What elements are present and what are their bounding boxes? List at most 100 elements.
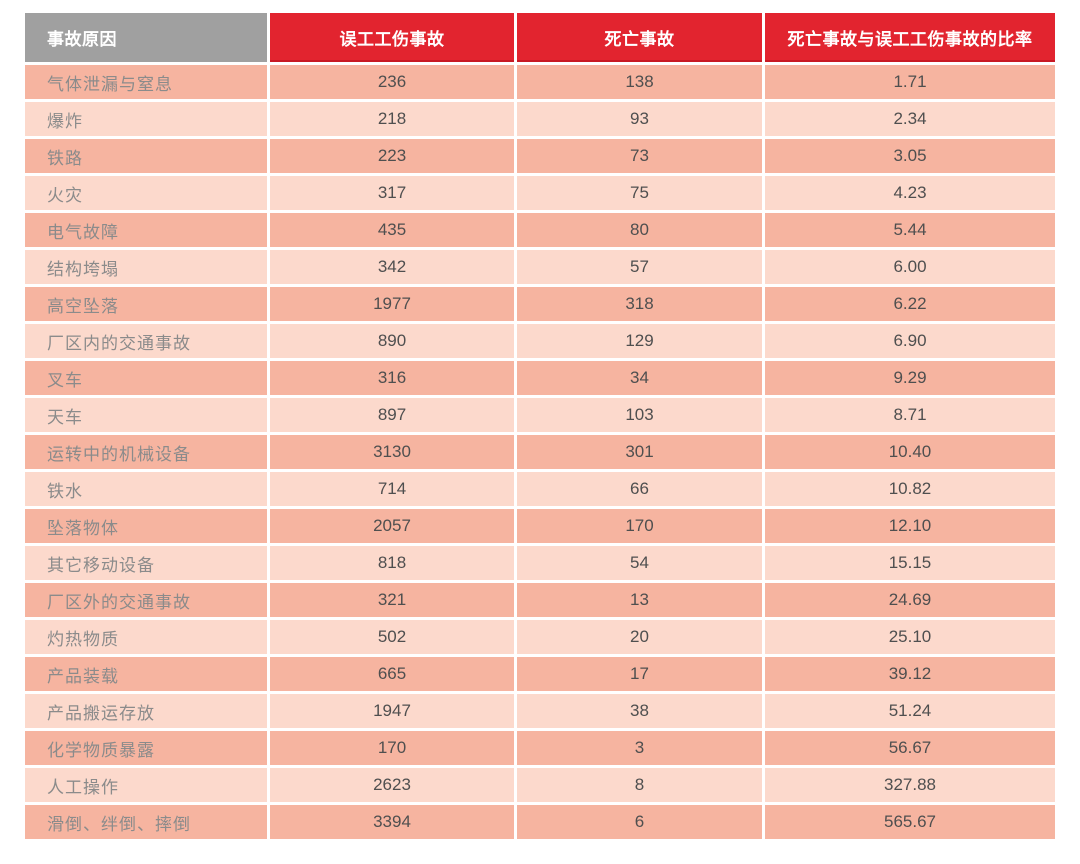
cell-accident-cause: 爆炸 <box>25 102 267 136</box>
cell-accident-cause: 铁路 <box>25 139 267 173</box>
cell-accident-cause: 产品装载 <box>25 657 267 691</box>
table-row: 爆炸 218 93 2.34 <box>25 102 1055 136</box>
cell-fatal-accidents: 73 <box>517 139 762 173</box>
cell-lost-time-injuries: 316 <box>270 361 514 395</box>
cell-lost-time-injuries: 665 <box>270 657 514 691</box>
table-row: 其它移动设备 818 54 15.15 <box>25 546 1055 580</box>
table-row: 化学物质暴露 170 3 56.67 <box>25 731 1055 765</box>
table-row: 天车 897 103 8.71 <box>25 398 1055 432</box>
cell-lost-time-injuries: 435 <box>270 213 514 247</box>
cell-accident-cause: 滑倒、绊倒、摔倒 <box>25 805 267 839</box>
cell-lost-time-injuries: 714 <box>270 472 514 506</box>
cell-fatal-accidents: 57 <box>517 250 762 284</box>
cell-fatal-accidents: 66 <box>517 472 762 506</box>
cell-accident-cause: 灼热物质 <box>25 620 267 654</box>
cell-fatal-accidents: 93 <box>517 102 762 136</box>
cell-fatality-injury-ratio: 4.23 <box>765 176 1055 210</box>
cell-fatality-injury-ratio: 2.34 <box>765 102 1055 136</box>
cell-lost-time-injuries: 502 <box>270 620 514 654</box>
cell-fatality-injury-ratio: 3.05 <box>765 139 1055 173</box>
table-row: 高空坠落 1977 318 6.22 <box>25 287 1055 321</box>
table-row: 坠落物体 2057 170 12.10 <box>25 509 1055 543</box>
cell-fatal-accidents: 170 <box>517 509 762 543</box>
cell-accident-cause: 厂区外的交通事故 <box>25 583 267 617</box>
cell-accident-cause: 厂区内的交通事故 <box>25 324 267 358</box>
table-body: 气体泄漏与窒息 236 138 1.71 爆炸 218 93 2.34 铁路 2… <box>25 65 1055 839</box>
header-accident-cause: 事故原因 <box>25 13 267 62</box>
cell-fatality-injury-ratio: 6.22 <box>765 287 1055 321</box>
table-row: 人工操作 2623 8 327.88 <box>25 768 1055 802</box>
cell-accident-cause: 化学物质暴露 <box>25 731 267 765</box>
cell-accident-cause: 结构垮塌 <box>25 250 267 284</box>
cell-fatal-accidents: 34 <box>517 361 762 395</box>
cell-fatal-accidents: 138 <box>517 65 762 99</box>
cell-fatality-injury-ratio: 8.71 <box>765 398 1055 432</box>
table-row: 结构垮塌 342 57 6.00 <box>25 250 1055 284</box>
cell-fatal-accidents: 75 <box>517 176 762 210</box>
table-row: 铁水 714 66 10.82 <box>25 472 1055 506</box>
cell-lost-time-injuries: 342 <box>270 250 514 284</box>
cell-accident-cause: 天车 <box>25 398 267 432</box>
cell-fatal-accidents: 3 <box>517 731 762 765</box>
cell-accident-cause: 铁水 <box>25 472 267 506</box>
cell-fatal-accidents: 80 <box>517 213 762 247</box>
cell-fatality-injury-ratio: 51.24 <box>765 694 1055 728</box>
cell-lost-time-injuries: 1947 <box>270 694 514 728</box>
cell-lost-time-injuries: 2623 <box>270 768 514 802</box>
cell-lost-time-injuries: 3130 <box>270 435 514 469</box>
cell-fatality-injury-ratio: 5.44 <box>765 213 1055 247</box>
cell-lost-time-injuries: 317 <box>270 176 514 210</box>
cell-fatal-accidents: 54 <box>517 546 762 580</box>
table-row: 厂区外的交通事故 321 13 24.69 <box>25 583 1055 617</box>
cell-accident-cause: 产品搬运存放 <box>25 694 267 728</box>
cell-fatal-accidents: 318 <box>517 287 762 321</box>
cell-lost-time-injuries: 818 <box>270 546 514 580</box>
table-row: 火灾 317 75 4.23 <box>25 176 1055 210</box>
table-row: 电气故障 435 80 5.44 <box>25 213 1055 247</box>
cell-accident-cause: 坠落物体 <box>25 509 267 543</box>
cell-lost-time-injuries: 2057 <box>270 509 514 543</box>
cell-lost-time-injuries: 236 <box>270 65 514 99</box>
cell-fatality-injury-ratio: 327.88 <box>765 768 1055 802</box>
cell-fatal-accidents: 38 <box>517 694 762 728</box>
cell-accident-cause: 气体泄漏与窒息 <box>25 65 267 99</box>
cell-fatal-accidents: 13 <box>517 583 762 617</box>
cell-accident-cause: 火灾 <box>25 176 267 210</box>
cell-lost-time-injuries: 890 <box>270 324 514 358</box>
cell-fatal-accidents: 17 <box>517 657 762 691</box>
table-row: 灼热物质 502 20 25.10 <box>25 620 1055 654</box>
table-row: 叉车 316 34 9.29 <box>25 361 1055 395</box>
cell-accident-cause: 电气故障 <box>25 213 267 247</box>
table-row: 产品搬运存放 1947 38 51.24 <box>25 694 1055 728</box>
cell-accident-cause: 叉车 <box>25 361 267 395</box>
cell-fatal-accidents: 20 <box>517 620 762 654</box>
cell-fatality-injury-ratio: 6.90 <box>765 324 1055 358</box>
cell-fatality-injury-ratio: 9.29 <box>765 361 1055 395</box>
accident-statistics-table: 事故原因 误工工伤事故 死亡事故 死亡事故与误工工伤事故的比率 气体泄漏与窒息 … <box>25 13 1055 842</box>
cell-fatality-injury-ratio: 24.69 <box>765 583 1055 617</box>
cell-fatal-accidents: 6 <box>517 805 762 839</box>
cell-fatality-injury-ratio: 12.10 <box>765 509 1055 543</box>
cell-accident-cause: 其它移动设备 <box>25 546 267 580</box>
cell-fatal-accidents: 8 <box>517 768 762 802</box>
cell-fatality-injury-ratio: 10.40 <box>765 435 1055 469</box>
table-row: 铁路 223 73 3.05 <box>25 139 1055 173</box>
table-row: 厂区内的交通事故 890 129 6.90 <box>25 324 1055 358</box>
cell-fatality-injury-ratio: 15.15 <box>765 546 1055 580</box>
cell-accident-cause: 人工操作 <box>25 768 267 802</box>
header-fatality-injury-ratio: 死亡事故与误工工伤事故的比率 <box>765 13 1055 62</box>
cell-fatality-injury-ratio: 565.67 <box>765 805 1055 839</box>
table-header-row: 事故原因 误工工伤事故 死亡事故 死亡事故与误工工伤事故的比率 <box>25 13 1055 62</box>
cell-lost-time-injuries: 218 <box>270 102 514 136</box>
cell-fatal-accidents: 129 <box>517 324 762 358</box>
cell-lost-time-injuries: 223 <box>270 139 514 173</box>
header-fatal-accidents: 死亡事故 <box>517 13 762 62</box>
cell-fatality-injury-ratio: 25.10 <box>765 620 1055 654</box>
cell-lost-time-injuries: 3394 <box>270 805 514 839</box>
table-row: 滑倒、绊倒、摔倒 3394 6 565.67 <box>25 805 1055 839</box>
cell-fatality-injury-ratio: 6.00 <box>765 250 1055 284</box>
cell-accident-cause: 运转中的机械设备 <box>25 435 267 469</box>
cell-fatality-injury-ratio: 39.12 <box>765 657 1055 691</box>
cell-fatality-injury-ratio: 1.71 <box>765 65 1055 99</box>
cell-fatal-accidents: 103 <box>517 398 762 432</box>
